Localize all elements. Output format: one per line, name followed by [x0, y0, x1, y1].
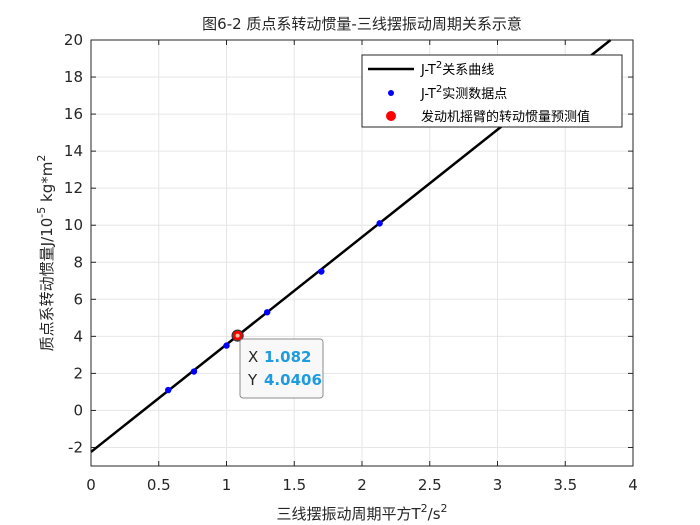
y-tick-label: -2 [68, 438, 83, 456]
x-tick-label: 1.5 [282, 476, 306, 494]
ticks: 0 0.5 1 1.5 2 2.5 3 3.5 4 -2 0 2 4 6 8 10 12 14 16 18 20 [64, 31, 638, 494]
plot-frame [90, 39, 634, 467]
y-tick-label: 12 [64, 179, 83, 197]
data-point [165, 386, 172, 394]
y-axis-label: 质点系转动惯量J/10-5 kg*m2 [35, 155, 56, 352]
y-tick-label: 6 [73, 290, 83, 308]
y-tick-label: 14 [64, 142, 83, 160]
y-tick-label: 2 [73, 364, 83, 382]
data-point [376, 220, 383, 227]
legend-fit-line-label: J-T2关系曲线 [420, 60, 494, 78]
prediction-point-center [235, 333, 240, 338]
y-tick-label: 16 [64, 105, 83, 123]
x-tick-label: 2.5 [418, 476, 442, 494]
y-tick-label: 4 [73, 327, 83, 345]
legend-data-point-label: J-T2实测数据点 [420, 84, 507, 102]
x-tick-label: 3 [493, 476, 503, 494]
prediction-point-highlight [231, 329, 244, 342]
datatip-x-value: 1.082 [264, 348, 311, 366]
x-axis-label: 三线摆振动周期平方T2/s2 [276, 502, 447, 523]
x-tick-label: 4 [628, 476, 638, 494]
legend-prediction-label: 发动机摇臂的转动惯量预测值 [421, 109, 590, 125]
x-tick-label: 2 [357, 476, 367, 494]
datatip-box [239, 338, 324, 399]
x-tick-label: 3.5 [553, 476, 577, 494]
x-tick-label: 0.5 [147, 476, 171, 494]
datatip-x-key: X [248, 348, 258, 366]
legend: J-T2关系曲线 J-T2实测数据点 发动机摇臂的转动惯量预测值 [361, 54, 623, 128]
y-tick-label: 10 [64, 216, 83, 234]
legend-box [361, 54, 623, 128]
datatip[interactable]: X 1.082 Y 4.0406 [239, 338, 324, 399]
chart-title: 图6-2 质点系转动惯量-三线摆振动周期关系示意 [202, 15, 522, 33]
data-point [223, 342, 230, 349]
datatip-y-key: Y [247, 371, 258, 389]
x-tick-label: 0 [86, 476, 96, 494]
y-tick-label: 0 [73, 401, 83, 419]
legend-prediction-swatch [386, 111, 396, 121]
data-point [263, 309, 271, 316]
y-tick-label: 18 [64, 68, 83, 86]
datatip-y-value: 4.0406 [264, 371, 322, 389]
y-tick-label: 20 [64, 31, 83, 49]
y-tick-label: 8 [73, 253, 83, 271]
data-point [190, 368, 198, 375]
data-point [318, 268, 325, 275]
legend-data-point-swatch [388, 90, 394, 96]
x-tick-label: 1 [222, 476, 232, 494]
